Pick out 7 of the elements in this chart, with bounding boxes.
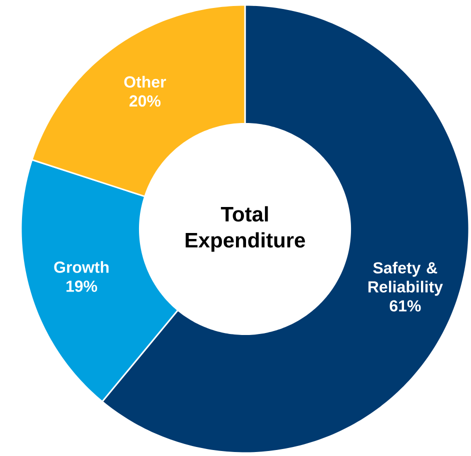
data-label: 19% <box>66 280 98 292</box>
slice-label: Growth <box>54 261 109 273</box>
slice-label: Safety & Reliability <box>368 262 443 296</box>
text: Total Expenditure <box>186 206 305 252</box>
data-label: 61% <box>390 300 421 312</box>
slice-label: Other <box>124 76 166 88</box>
data-label: 20% <box>129 95 161 107</box>
